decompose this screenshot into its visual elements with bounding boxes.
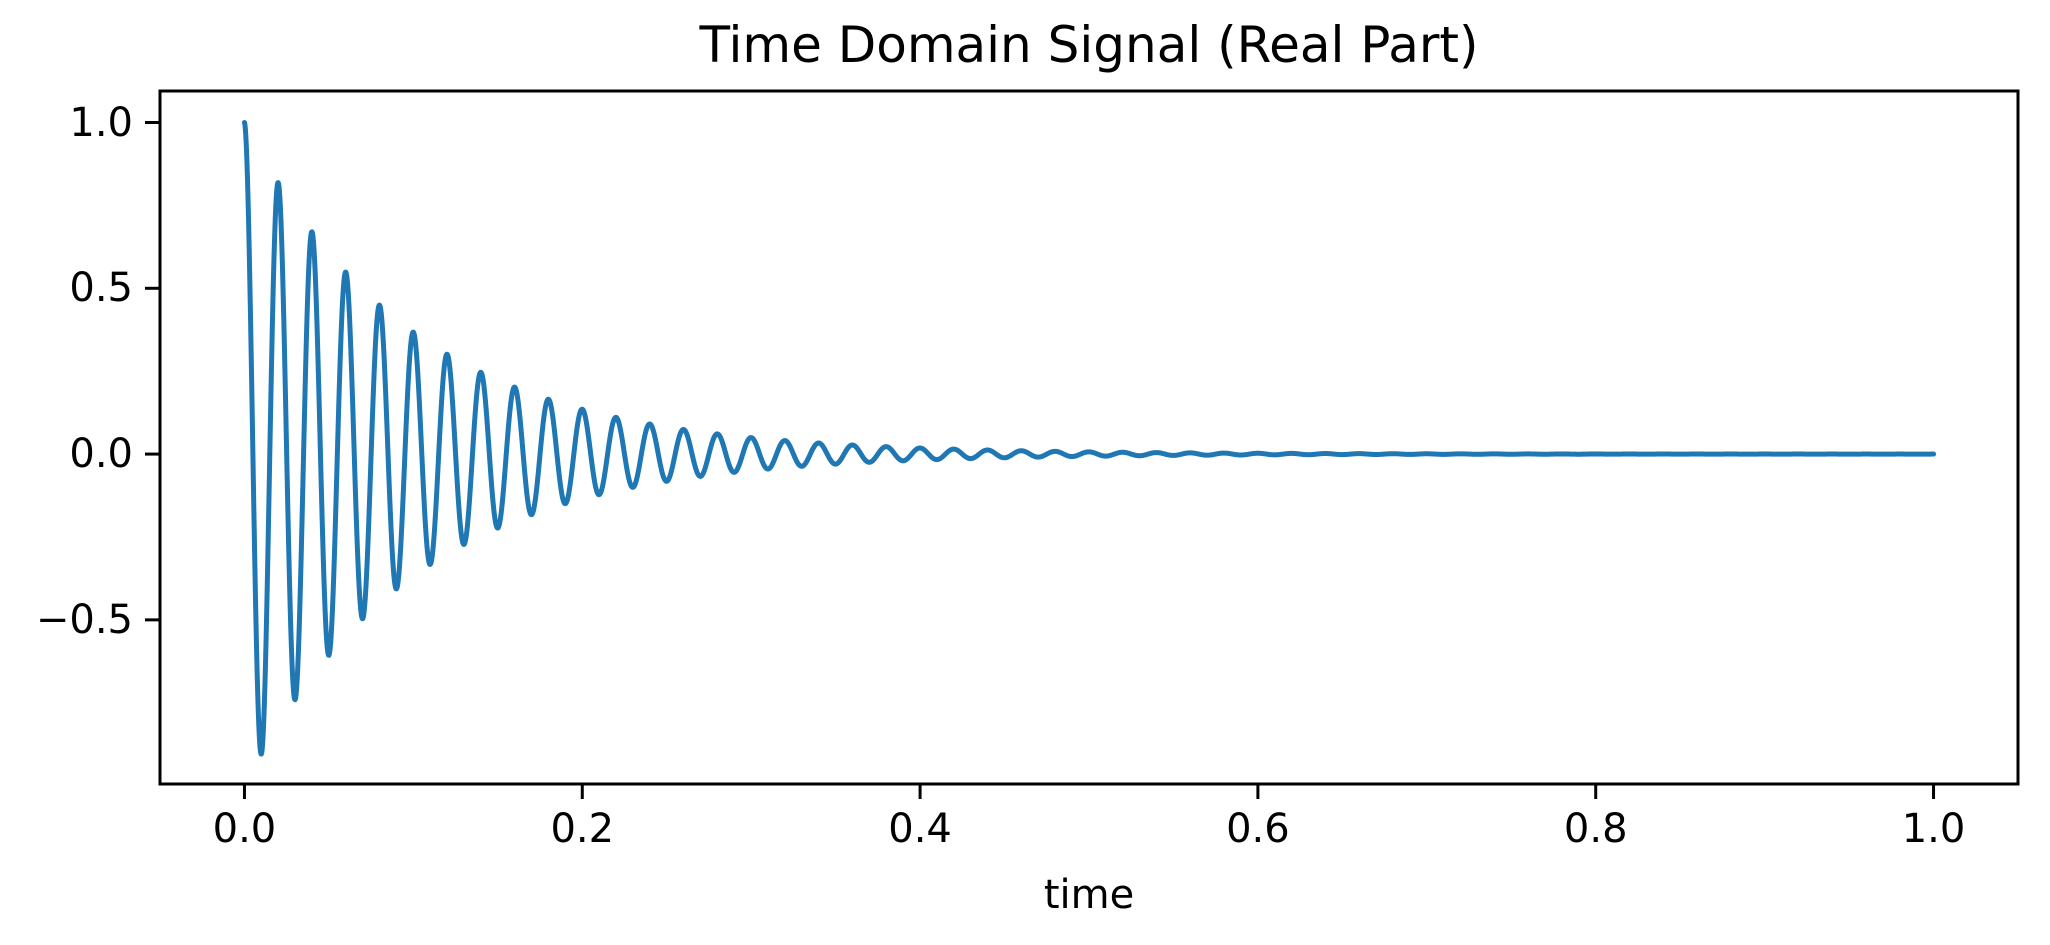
x-tick-label: 0.2 [550, 806, 615, 852]
x-tick-label: 0.0 [212, 806, 277, 852]
x-tick-label: 0.8 [1563, 806, 1628, 852]
y-tick-label: 1.0 [69, 99, 133, 146]
chart-title: Time Domain Signal (Real Part) [699, 16, 1479, 74]
y-tick-label: 0.0 [69, 431, 133, 478]
y-tick-label: −0.5 [35, 596, 133, 643]
signal-line-layer [241, 120, 1937, 757]
x-tick-label: 0.4 [888, 806, 952, 852]
y-tick-label: 0.5 [69, 265, 133, 312]
axes-spines [158, 89, 2020, 786]
tick-marks [145, 121, 1936, 799]
signal-line [241, 120, 1937, 757]
x-tick-label: 0.6 [1226, 806, 1290, 852]
x-tick-label: 1.0 [1901, 806, 1966, 852]
x-axis-label: time [1043, 872, 1135, 918]
